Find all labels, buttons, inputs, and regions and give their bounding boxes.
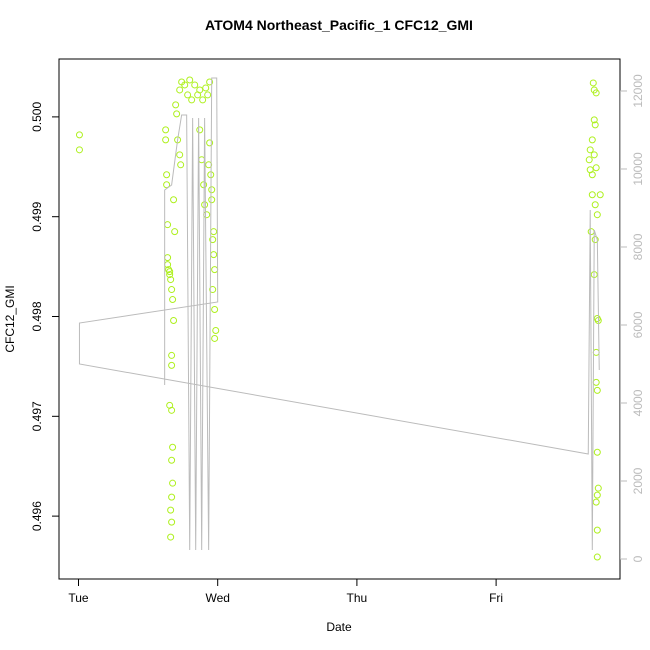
data-point xyxy=(166,268,174,276)
data-point xyxy=(596,191,604,199)
y-axis-label: CFC12_GMI xyxy=(3,285,17,352)
data-point xyxy=(591,236,599,244)
data-point xyxy=(163,171,171,179)
y-tick-label: 0.497 xyxy=(30,401,44,431)
y2-tick-label: 0 xyxy=(631,555,645,562)
data-point xyxy=(167,506,175,514)
data-point xyxy=(593,386,601,394)
x-tick-label: Tue xyxy=(68,591,89,605)
data-point xyxy=(212,326,220,334)
data-point xyxy=(206,139,214,147)
data-point xyxy=(206,78,214,86)
data-point xyxy=(177,161,185,169)
data-point xyxy=(168,406,176,414)
altitude-line xyxy=(78,77,600,550)
data-point xyxy=(211,334,219,342)
y-tick-label: 0.496 xyxy=(30,501,44,531)
data-point xyxy=(168,351,176,359)
data-point xyxy=(208,196,216,204)
data-point xyxy=(168,493,176,501)
data-point xyxy=(75,131,83,139)
data-point xyxy=(176,151,184,159)
data-point xyxy=(593,553,601,561)
data-point xyxy=(169,479,177,487)
data-point xyxy=(591,201,599,209)
data-point xyxy=(592,164,600,172)
y-tick-label: 0.500 xyxy=(30,102,44,132)
data-point xyxy=(196,86,204,94)
y-tick-label: 0.499 xyxy=(30,201,44,231)
data-point xyxy=(209,236,217,244)
data-point xyxy=(588,191,596,199)
data-point xyxy=(209,286,217,294)
data-point xyxy=(186,76,194,84)
data-point xyxy=(162,136,170,144)
data-point xyxy=(169,443,177,451)
data-point xyxy=(586,146,594,154)
data-point xyxy=(200,181,208,189)
data-point xyxy=(173,110,181,118)
data-point xyxy=(593,211,601,219)
data-point xyxy=(75,146,83,154)
y2-tick-label: 12000 xyxy=(631,74,645,108)
data-point xyxy=(592,89,600,97)
data-point xyxy=(201,201,209,209)
chart-title: ATOM4 Northeast_Pacific_1 CFC12_GMI xyxy=(205,17,473,33)
data-point xyxy=(169,296,177,304)
data-point xyxy=(593,491,601,499)
y2-tick-label: 2000 xyxy=(631,467,645,494)
data-point xyxy=(588,171,596,179)
data-point xyxy=(171,228,179,236)
data-point xyxy=(166,271,174,279)
data-point xyxy=(208,186,216,194)
data-point xyxy=(184,91,192,99)
x-tick-label: Wed xyxy=(205,591,229,605)
data-point xyxy=(176,86,184,94)
data-point xyxy=(167,276,175,284)
x-tick-label: Thu xyxy=(347,591,368,605)
y2-tick-label: 10000 xyxy=(631,152,645,186)
data-point xyxy=(211,306,219,314)
data-point xyxy=(167,533,175,541)
data-point xyxy=(590,151,598,159)
data-point xyxy=(168,286,176,294)
data-point xyxy=(181,81,189,89)
data-point xyxy=(168,456,176,464)
data-point xyxy=(589,79,597,87)
data-point xyxy=(204,91,212,99)
data-point xyxy=(593,526,601,534)
data-point xyxy=(162,126,170,134)
data-point xyxy=(188,96,196,104)
data-point xyxy=(585,156,593,164)
data-point xyxy=(172,101,180,109)
x-tick-label: Fri xyxy=(489,591,503,605)
y-tick-label: 0.498 xyxy=(30,301,44,331)
data-point xyxy=(591,121,599,129)
y2-tick-label: 6000 xyxy=(631,311,645,338)
data-point xyxy=(594,484,602,492)
y2-tick-label: 4000 xyxy=(631,389,645,416)
data-point xyxy=(588,136,596,144)
data-point xyxy=(170,316,178,324)
x-axis-label: Date xyxy=(326,620,352,634)
data-point xyxy=(202,84,210,92)
data-point xyxy=(592,498,600,506)
data-point xyxy=(170,196,178,204)
data-point xyxy=(590,116,598,124)
data-point xyxy=(593,448,601,456)
data-point xyxy=(168,518,176,526)
y2-tick-label: 8000 xyxy=(631,233,645,260)
data-point xyxy=(191,81,199,89)
data-point xyxy=(196,126,204,134)
data-point xyxy=(199,96,207,104)
data-point xyxy=(163,181,171,189)
data-point xyxy=(168,361,176,369)
